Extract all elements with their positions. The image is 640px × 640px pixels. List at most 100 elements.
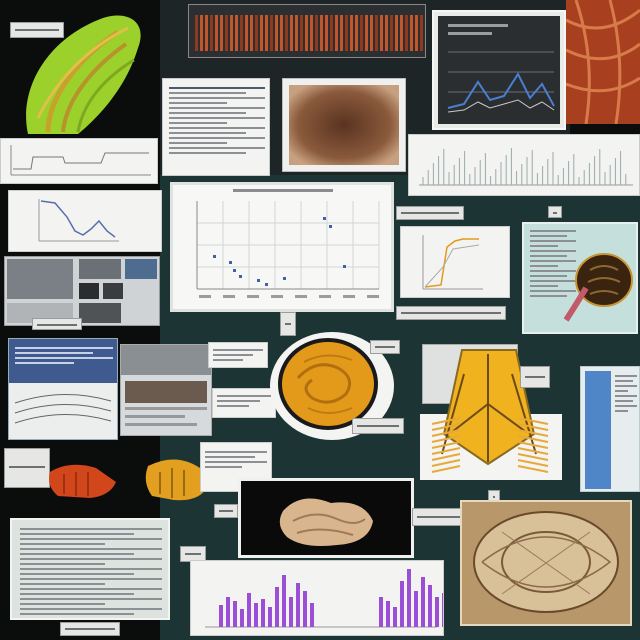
decor-stripe [300,15,303,51]
decor-stripe [210,15,213,51]
decor-stripe [335,15,338,51]
decor-bar [240,609,244,627]
decor-bar [435,597,439,627]
decor-fibre [517,447,549,455]
decor-point [283,277,286,280]
decor-bar [247,593,251,627]
small-note-panel [208,342,268,368]
bracket-chip [4,448,50,488]
decor-point [257,279,260,282]
decor-bar [233,601,237,627]
decor-stripe [215,15,218,51]
decor-bar [310,603,314,627]
decor-stripe [195,15,198,51]
decor-bar [407,569,411,627]
green-organism-render-panel [8,8,158,136]
orange-3d-renders-panel [40,452,230,506]
small-note-panel [212,388,276,418]
decor-text-line [20,588,162,590]
decor-bar [386,601,390,627]
decor-stripe [240,15,243,51]
decor-fibre [517,453,549,461]
sketch-diagram [9,383,117,439]
decor-fibre [431,417,461,425]
decor-tick [367,295,379,298]
mini-plot-panel [400,226,510,298]
dark-line-chart-panel [432,10,566,130]
decor-stripe [325,15,328,51]
thumbnail-grid [7,259,157,323]
decor-bar [289,597,293,627]
decor-stripe [310,15,313,51]
orange-tissue-panel [268,328,402,446]
scatter-chart-panel [170,182,394,312]
decor-stripe [280,15,283,51]
decor-stripe [400,15,403,51]
decor-stripe [350,15,353,51]
decor-bar [261,599,265,627]
purple-bar-chart-panel [190,560,444,636]
table-image [121,345,211,426]
spectrum-chart [419,148,633,186]
decor-stripe [200,15,203,51]
decor-stripe [360,15,363,51]
label-chip [520,366,550,388]
marker-chip [548,206,562,218]
green-organism-render [26,15,141,135]
decor-stripe [285,15,288,51]
label-chip [352,418,404,434]
decor-fibre [431,435,461,443]
decor-bar [282,575,286,627]
decor-text-line [20,553,134,555]
striped-document-panel [10,518,170,620]
decor-tick [319,295,331,298]
decor-text-line [20,583,106,585]
anatomical-section-image [462,502,630,624]
decor-tick [247,295,259,298]
decor-stripe [390,15,393,51]
decor-stripe [370,15,373,51]
decor-point [323,217,326,220]
spectrum-panel [408,134,640,196]
orange-3d-renders [49,459,208,501]
decor-stripe [420,15,423,51]
label-chip [10,22,64,38]
decor-stripe [290,15,293,51]
decor-stripe [225,15,228,51]
decor-text-line [20,528,162,530]
decor-tick [343,295,355,298]
caption-chip [60,622,120,636]
decor-bar [393,607,397,627]
decor-stripe [355,15,358,51]
tissue-texture-panel [282,78,406,172]
decor-point [265,283,268,286]
decor-stripe [365,15,368,51]
caption-chip [396,306,506,320]
connector-chip [280,312,296,336]
decor-text-line [20,543,106,545]
decor-stripe [385,15,388,51]
decor-stripe [205,15,208,51]
decor-point [233,269,236,272]
decor-text-line [20,603,106,605]
anatomical-section-panel [460,500,632,626]
thumbnail-grid-panel [4,256,160,326]
decor-stripe [275,15,278,51]
decor-stripe [260,15,263,51]
dark-specimen-image [564,253,633,322]
decor-stripe [315,15,318,51]
table-image-panel [120,344,212,436]
small-chart-panel [0,138,158,184]
decor-bar [268,607,272,627]
decor-stripe [405,15,408,51]
red-tissue-panel [566,0,640,124]
decor-text-line [20,538,162,540]
decor-bar [414,591,418,627]
decor-fibre [517,423,549,431]
decor-bar [254,603,258,627]
beige-specimen-panel [238,478,414,558]
decor-stripe [295,15,298,51]
small-line-chart [10,145,151,176]
decor-fibre [517,459,549,467]
decor-text-line [20,533,134,535]
